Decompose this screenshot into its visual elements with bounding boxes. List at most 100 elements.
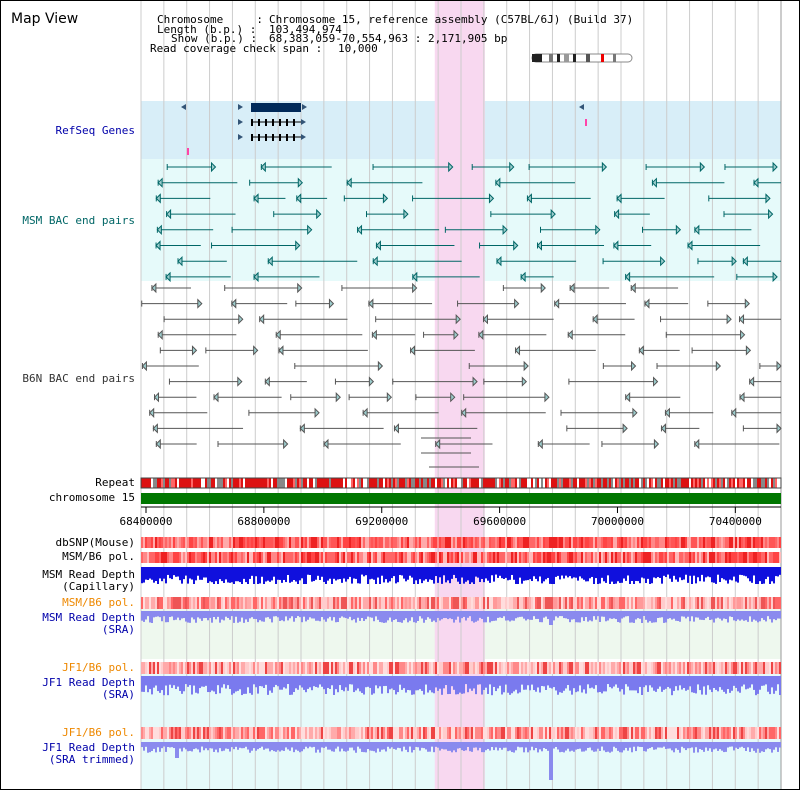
jf1-pol2-cell (213, 727, 215, 739)
jf1-depth-trim-bar (617, 742, 619, 751)
jf1-pol2-cell (287, 727, 289, 739)
chromosome-ideogram[interactable] (531, 53, 633, 63)
ideogram-outline[interactable] (531, 53, 633, 63)
repeat-segment (435, 478, 437, 488)
msm-pol-cell (681, 552, 683, 563)
dbsnp-cell (173, 537, 175, 548)
msm-depth-cap-bar (473, 567, 475, 584)
jf1-depth-trim-bar (317, 742, 319, 750)
msm-depth-sra-bar (495, 611, 497, 621)
region-highlight[interactable] (434, 1, 485, 789)
jf1-pol-cell (659, 662, 661, 674)
jf1-pol-cell (161, 662, 163, 674)
msm-depth-cap-bar (309, 567, 311, 576)
msm-depth-cap-bar (203, 567, 205, 578)
jf1-pol2-cell (323, 727, 325, 739)
refseq-genes-label[interactable]: RefSeq Genes (1, 125, 135, 137)
jf1-pol2-cell (581, 727, 583, 739)
jf1-pol2-cell (735, 727, 737, 739)
repeat-segment (229, 478, 231, 488)
jf1-pol2-cell (637, 727, 639, 739)
repeat-segment (631, 478, 633, 488)
msm-depth-sra-bar (161, 611, 163, 622)
b6n-bac-arrow (368, 298, 374, 309)
msm-pol2-cell (485, 597, 487, 609)
msm-pol2-cell (175, 597, 177, 609)
jf1-pol-cell (529, 662, 531, 674)
msm-depth-cap-bar (581, 567, 583, 579)
ideogram-band (586, 54, 590, 62)
jf1-pol2-cell (193, 727, 195, 739)
jf1-depth-trim-bar (761, 742, 763, 752)
repeat-segment (143, 478, 145, 488)
msm-pol-cell (491, 552, 493, 563)
msm-pol-cell (505, 552, 507, 563)
msm-pol2-cell (257, 597, 259, 609)
msm-depth-sra-bar (727, 611, 729, 623)
jf1-depth-trim-bar (371, 742, 373, 751)
dbsnp-cell (495, 537, 497, 548)
jf1-pol2-cell (277, 727, 279, 739)
jf1-pol2-cell (205, 727, 207, 739)
jf1-pol2-cell (499, 727, 501, 739)
b6n-bac-label[interactable]: B6N BAC end pairs (1, 373, 135, 385)
jf1-pol2-cell (379, 727, 381, 739)
msm-depth-cap-bar (193, 567, 195, 584)
dbsnp-cell (595, 537, 597, 548)
msm-pol-cell (165, 552, 167, 563)
jf1-depth-trim-bar (469, 742, 471, 752)
msm-depth-cap-bar (263, 567, 265, 584)
msm-pol-cell (191, 552, 193, 563)
jf1-depth-trim-bar (199, 742, 201, 753)
msm-pol-cell (217, 552, 219, 563)
jf1-depth-trim-bar (439, 742, 441, 751)
jf1-pol-cell (147, 662, 149, 674)
jf1-depth-sra-bar (401, 676, 403, 690)
position-axis: 68400000 68800000 69200000 69600000 70000000… (119, 506, 781, 528)
jf1-depth-sra-bar (449, 676, 451, 694)
jf1-pol2-cell (363, 727, 365, 739)
jf1-depth-trim-bar (381, 742, 383, 750)
gene-exon (272, 134, 274, 141)
highlight-region[interactable] (434, 1, 485, 789)
jf1-pol-cell (457, 662, 459, 674)
msm-pol-cell (605, 552, 607, 563)
msm-pol2-cell (487, 597, 489, 609)
msm-depth-cap-bar (455, 567, 457, 579)
jf1-depth-trim-bar (447, 742, 449, 751)
msm-pol2-cell (777, 597, 779, 609)
repeat-segment (235, 478, 237, 488)
msm-pol-cell (579, 552, 581, 563)
msm-pol-cell (259, 552, 261, 563)
msm-pol-cell (301, 552, 303, 563)
jf1-pol2-cell (757, 727, 759, 739)
jf1-pol2-cell (201, 727, 203, 739)
repeat-segment (455, 478, 457, 488)
msm-pol2-cell (721, 597, 723, 609)
chromosome-bar[interactable] (141, 493, 781, 504)
dbsnp-cell (285, 537, 287, 548)
jf1-depth-sra-bar (335, 676, 337, 690)
jf1-depth-sra-bar (483, 676, 485, 690)
dbsnp-cell (445, 537, 447, 548)
msm-bac-label[interactable]: MSM BAC end pairs (1, 215, 135, 227)
jf1-pol2-cell (241, 727, 243, 739)
msm-pol2-cell (143, 597, 145, 609)
msm-pol2-cell (691, 597, 693, 609)
msm-pol2-cell (571, 597, 573, 609)
dbsnp-cell (185, 537, 187, 548)
axis-tick-label: 68400000 (119, 515, 172, 528)
dbsnp-cell (693, 537, 695, 548)
msm-pol-cell (567, 552, 569, 563)
msm-pol2-cell (467, 597, 469, 609)
repeat-segment (389, 478, 391, 488)
msm-depth-sra-bar (315, 611, 317, 621)
msm-pol2-cell (767, 597, 769, 609)
dbsnp-cell (441, 537, 443, 548)
jf1-depth-trim-bar (431, 742, 433, 747)
msm-pol-cell (621, 552, 623, 563)
jf1-pol-cell (223, 662, 225, 674)
dbsnp-cell (235, 537, 237, 548)
msm-pol-cell (293, 552, 295, 563)
features[interactable] (140, 103, 782, 780)
